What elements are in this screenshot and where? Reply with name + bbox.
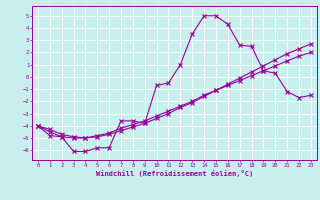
X-axis label: Windchill (Refroidissement éolien,°C): Windchill (Refroidissement éolien,°C): [96, 170, 253, 177]
